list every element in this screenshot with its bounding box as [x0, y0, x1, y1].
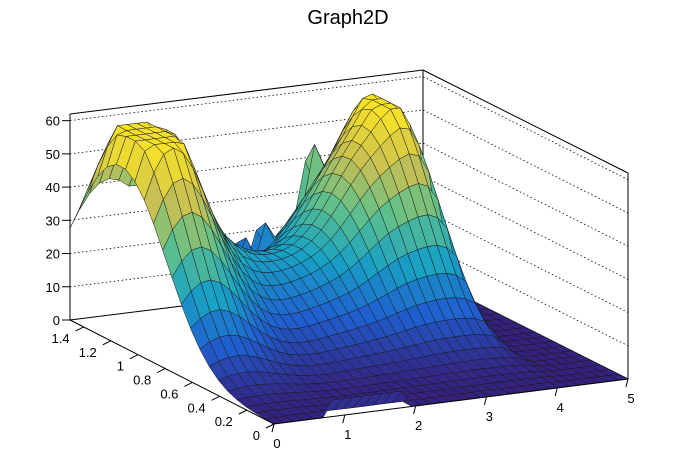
- y-tick-mark: [265, 423, 275, 429]
- y-tick-label: 1: [117, 359, 124, 374]
- grid-line: [69, 76, 629, 180]
- y-tick-label: 0.2: [215, 414, 233, 429]
- z-tick-label: 60: [46, 114, 60, 129]
- frame-edge: [69, 69, 424, 115]
- y-tick-label: 1.4: [52, 331, 70, 346]
- x-tick-label: 0: [273, 436, 280, 451]
- x-tick-label: 5: [627, 391, 634, 406]
- z-tick-label: 20: [46, 247, 60, 262]
- y-tick-label: 0: [253, 428, 260, 443]
- y-tick-mark: [238, 409, 248, 415]
- y-tick-label: 0.4: [188, 400, 206, 415]
- frame-edge: [69, 319, 275, 425]
- x-tick-label: 3: [486, 409, 493, 424]
- grid-line: [69, 142, 629, 247]
- z-tick-label: 40: [46, 180, 60, 195]
- grid-line: [69, 175, 629, 280]
- grid-line: [69, 109, 629, 214]
- z-tick-label: 10: [46, 280, 60, 295]
- y-tick-mark: [184, 381, 193, 387]
- x-tick-mark: [625, 378, 629, 388]
- y-tick-mark: [156, 368, 166, 373]
- front-frame: [69, 114, 629, 425]
- surface: [69, 93, 629, 424]
- z-tick-label: 0: [53, 313, 60, 328]
- y-tick-mark: [102, 340, 112, 346]
- z-tick-label: 30: [46, 213, 60, 228]
- z-tick-label: 50: [46, 147, 60, 162]
- grid-line: [69, 209, 629, 313]
- x-tick-mark: [342, 414, 346, 424]
- x-tick-mark: [483, 396, 487, 406]
- y-tick-mark: [211, 395, 220, 401]
- frame-edge: [273, 378, 629, 425]
- x-tick-label: 4: [557, 400, 564, 415]
- x-tick-mark: [271, 423, 275, 433]
- x-tick-label: 2: [415, 418, 422, 433]
- grid-line: [69, 242, 629, 347]
- y-tick-mark: [129, 354, 139, 360]
- y-tick-label: 0.8: [133, 373, 151, 388]
- x-tick-mark: [413, 405, 417, 415]
- y-tick-label: 0.6: [160, 386, 178, 401]
- frame-edge: [422, 69, 629, 174]
- y-tick-label: 1.2: [79, 345, 97, 360]
- x-tick-mark: [554, 387, 558, 397]
- x-tick-label: 1: [344, 427, 351, 442]
- chart-title: Graph2D: [307, 7, 388, 29]
- y-tick-mark: [75, 326, 84, 332]
